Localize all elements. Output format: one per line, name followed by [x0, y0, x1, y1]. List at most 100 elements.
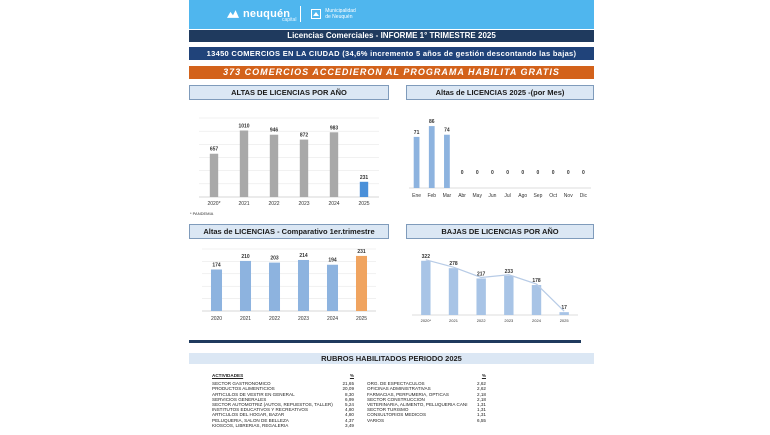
- bar-2025: [559, 312, 569, 315]
- category-label-May: May: [473, 193, 483, 199]
- bar-2025: [359, 181, 369, 197]
- data-label-2024: 983: [330, 125, 339, 131]
- category-label-2022: 2022: [477, 318, 487, 323]
- data-label-Ago: 0: [521, 170, 524, 176]
- data-label-2024: 194: [328, 258, 337, 264]
- rubro-name: ARTICULOS DEL HOGAR, BAZAR: [212, 412, 285, 418]
- rubro-name: SERVICIOS GENERALES: [212, 396, 267, 402]
- rubro-name: SECTOR TURISMO: [367, 407, 409, 413]
- rubro-name: SECTOR GASTRONOMICO: [212, 381, 271, 387]
- rubros-title: RUBROS HABILITADOS PERIODO 2025: [189, 353, 594, 364]
- data-label-2020: 174: [212, 263, 221, 269]
- category-label-Feb: Feb: [427, 193, 436, 199]
- chart3-title: Altas de LICENCIAS - Comparativo 1er.tri…: [189, 224, 389, 239]
- logo-divider: [300, 6, 302, 22]
- rubro-pct: 4,80: [345, 412, 354, 418]
- category-label-2023: 2023: [504, 318, 514, 323]
- rubros-right-list: ORG. DE ESPECTACULOS 2,62 OFICINAS ADMINIS…: [367, 381, 486, 423]
- rubro-name: OFICINAS ADMINISTRATIVAS: [367, 386, 431, 392]
- category-label-2025: 2025: [356, 316, 367, 322]
- data-label-2023: 214: [299, 253, 308, 259]
- rubros-left-row: ARTICULOS DE VESTIR EN GENERAL 8,30: [212, 392, 354, 397]
- category-label-2025: 2025: [358, 201, 369, 207]
- bar-2020: [210, 269, 223, 311]
- bar-2020*: [421, 260, 431, 315]
- rubro-pct: 1,31: [477, 402, 486, 408]
- rubro-name: VARIOS: [367, 417, 385, 423]
- category-label-2023: 2023: [298, 316, 309, 322]
- municipality-label: Municipalidad de Neuquén: [325, 8, 356, 20]
- habilita-gratis-highlight: 373 COMERCIOS ACCEDIERON AL PROGRAMA HAB…: [189, 66, 594, 79]
- rubro-pct: 2,62: [477, 386, 486, 392]
- rubros-right-row: FARMACIAS, PERFUMERIA, OPTICAS 2,18: [367, 392, 486, 397]
- header-banner: neuquén capital Municipalidad de Neuquén: [189, 0, 594, 29]
- bar-2022: [476, 278, 486, 315]
- data-label-Oct: 0: [552, 170, 555, 176]
- category-label-Jul: Jul: [504, 193, 510, 199]
- actividades-header: ACTIVIDADES: [212, 373, 244, 378]
- category-label-2022: 2022: [268, 201, 279, 207]
- category-label-2024: 2024: [532, 318, 542, 323]
- data-label-Jun: 0: [491, 170, 494, 176]
- data-label-2024: 178: [532, 278, 541, 284]
- rubros-left-row: SECTOR GASTRONOMICO 21,65: [212, 381, 354, 386]
- rubro-name: PRODUCTOS ALIMENTICIOS: [212, 386, 275, 392]
- altas-por-ano-chart: 657 2020* 1010 2021 946 2022 872 2023 983 2024 231…: [199, 117, 379, 207]
- data-label-Ene: 71: [414, 130, 420, 136]
- rubro-pct: 5,24: [345, 402, 354, 408]
- data-label-Sep: 0: [537, 170, 540, 176]
- category-label-2020*: 2020*: [421, 318, 432, 323]
- brand-sub: capital: [282, 17, 297, 23]
- rubro-name: FARMACIAS, PERFUMERIA, OPTICAS: [367, 391, 449, 397]
- rubros-left-row: ARTICULOS DEL HOGAR, BAZAR 4,80: [212, 412, 354, 417]
- bar-2021: [239, 130, 249, 197]
- bar-2021: [448, 268, 459, 315]
- rubros-right-row: VARIOS 6,55: [367, 418, 486, 423]
- category-label-Ene: Ene: [412, 193, 421, 199]
- category-label-2021: 2021: [240, 316, 251, 322]
- data-label-2022: 217: [477, 271, 486, 277]
- rubro-pct: 20,09: [342, 386, 355, 392]
- rubro-pct: 21,65: [342, 381, 355, 387]
- data-label-Dic: 0: [582, 170, 585, 176]
- bar-2022: [268, 262, 281, 311]
- data-label-2020*: 322: [422, 254, 431, 260]
- data-label-2021: 278: [449, 261, 458, 267]
- data-label-Mar: 74: [444, 128, 450, 134]
- rubro-name: KIOSCOS, LIBRERIAS, REGALERIA: [212, 422, 289, 428]
- category-label-Ago: Ago: [518, 193, 527, 199]
- rubro-name: ORG. DE ESPECTACULOS: [367, 381, 425, 387]
- bar-Ene: [413, 136, 420, 188]
- rubros-right-row: CONSULTORIOS MEDICOS 1,31: [367, 412, 486, 417]
- category-label-Nov: Nov: [564, 193, 573, 199]
- category-label-2023: 2023: [298, 201, 309, 207]
- bar-2025: [355, 255, 368, 311]
- rubros-right-row: SECTOR CONSTRUCCION 2,18: [367, 397, 486, 402]
- rubros-left-table: ACTIVIDADES % SECTOR GASTRONOMICO 21,65 PR…: [212, 373, 354, 428]
- data-label-May: 0: [476, 170, 479, 176]
- data-label-2025: 231: [360, 175, 369, 181]
- category-label-Abr: Abr: [458, 193, 466, 199]
- rubro-name: SECTOR AUTOMOTRIZ (AUTOS, REPUESTOS, TAL…: [212, 402, 333, 408]
- category-label-Dic: Dic: [580, 193, 588, 199]
- chart1-title: ALTAS DE LICENCIAS POR AÑO: [189, 85, 389, 100]
- bar-2021: [239, 260, 252, 311]
- rubro-pct: 8,30: [345, 391, 354, 397]
- rubro-name: ARTICULOS DE VESTIR EN GENERAL: [212, 391, 295, 397]
- rubros-right-header: %: [367, 373, 486, 378]
- muni-line1: Municipalidad: [325, 8, 356, 14]
- rubro-pct: 4,37: [345, 417, 354, 423]
- rubro-pct: 4,80: [345, 407, 354, 413]
- rubros-left-row: SERVICIOS GENERALES 6,99: [212, 397, 354, 402]
- rubro-pct: 2,18: [477, 391, 486, 397]
- category-label-2020: 2020: [211, 316, 222, 322]
- trend-line: [425, 259, 565, 312]
- rubros-right-row: OFICINAS ADMINISTRATIVAS 2,62: [367, 386, 486, 391]
- data-label-2023: 872: [300, 133, 309, 139]
- rubros-left-list: SECTOR GASTRONOMICO 21,65 PRODUCTOS ALIMEN…: [212, 381, 354, 428]
- data-label-2025: 17: [561, 305, 567, 311]
- report-page: neuquén capital Municipalidad de Neuquén…: [189, 0, 594, 435]
- bar-2024: [531, 285, 542, 315]
- bar-2020*: [209, 153, 219, 197]
- rubro-name: VETERINARIA, ALIMENTO, PELUQUERIA CANI: [367, 402, 468, 408]
